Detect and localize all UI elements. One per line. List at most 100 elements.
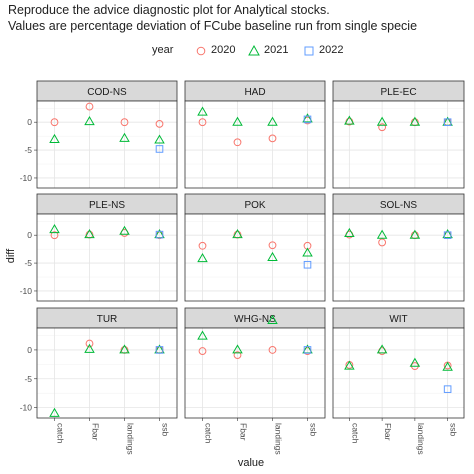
point-sol-ns-2021 bbox=[376, 229, 388, 239]
point-wit-2022 bbox=[443, 385, 452, 393]
point-cod-ns-2021 bbox=[49, 133, 60, 143]
facet-strip-label: COD-NS bbox=[87, 87, 127, 98]
point-had-2022 bbox=[303, 115, 312, 124]
legend-label: 2022 bbox=[319, 44, 344, 56]
point-pok-2021 bbox=[232, 229, 243, 239]
y-tick-label: 0 bbox=[27, 117, 32, 127]
point-ple-ns-2021 bbox=[84, 229, 95, 239]
point-sol-ns-2022 bbox=[443, 231, 452, 239]
point-whg-ns-2021 bbox=[232, 344, 243, 354]
x-tick-label: catch bbox=[56, 423, 66, 444]
panel-background bbox=[37, 101, 177, 188]
legend-key-circle bbox=[196, 46, 206, 56]
panel-border bbox=[36, 327, 178, 419]
point-wit-2021 bbox=[409, 357, 421, 367]
legend-key-square bbox=[304, 46, 314, 56]
facet-strip-label: TUR bbox=[97, 314, 118, 325]
point-had-2020 bbox=[233, 138, 242, 147]
facet-strip-label: PLE-NS bbox=[89, 200, 125, 211]
panel-background bbox=[185, 101, 325, 188]
plot-title-line-1: Reproduce the advice diagnostic plot for… bbox=[8, 3, 330, 17]
panel-background bbox=[333, 214, 464, 301]
point-tur-2020 bbox=[85, 339, 94, 348]
y-tick-label: -5 bbox=[24, 258, 32, 268]
x-tick-label: catch bbox=[350, 423, 360, 444]
y-tick-label: -5 bbox=[24, 374, 32, 384]
point-tur-2022 bbox=[155, 346, 164, 354]
point-ple-ns-2022 bbox=[155, 230, 164, 239]
point-had-2020 bbox=[198, 118, 207, 127]
panel-border bbox=[332, 213, 465, 302]
legend-title: year bbox=[152, 44, 174, 56]
point-ple-ns-2021 bbox=[49, 224, 60, 234]
point-pok-2020 bbox=[198, 241, 207, 250]
panel-border bbox=[184, 100, 326, 189]
point-sol-ns-2021 bbox=[344, 227, 355, 238]
panel-background bbox=[37, 328, 177, 418]
point-whg-ns-2022 bbox=[303, 346, 312, 354]
legend-label: 2021 bbox=[264, 44, 289, 56]
facet-strip-label: WIT bbox=[389, 314, 407, 325]
panel-border bbox=[184, 327, 326, 419]
point-ple-ns-2020 bbox=[50, 231, 59, 240]
point-ple-ec-2022 bbox=[443, 118, 452, 126]
y-tick-label: -5 bbox=[24, 145, 32, 155]
point-wit-2021 bbox=[344, 360, 355, 370]
panel-background bbox=[185, 214, 325, 301]
point-cod-ns-2020 bbox=[155, 119, 164, 128]
legend-key-triangle bbox=[248, 45, 260, 56]
x-tick-label: ssb bbox=[309, 423, 319, 437]
panel-background bbox=[333, 328, 464, 418]
panel-border bbox=[36, 100, 178, 189]
y-axis-title: diff bbox=[5, 248, 17, 263]
y-tick-label: -10 bbox=[20, 173, 33, 183]
point-whg-ns-2020 bbox=[268, 346, 277, 354]
point-whg-ns-2020 bbox=[198, 347, 207, 355]
panel-border bbox=[332, 327, 465, 419]
point-had-2021 bbox=[302, 113, 313, 123]
point-whg-ns-2021 bbox=[197, 330, 208, 340]
panel-border bbox=[332, 100, 465, 189]
facet-strip-label: PLE-EC bbox=[380, 87, 416, 98]
y-tick-label: 0 bbox=[27, 230, 32, 240]
point-pok-2021 bbox=[267, 251, 278, 261]
point-cod-ns-2021 bbox=[84, 116, 95, 126]
point-tur-2021 bbox=[49, 407, 60, 417]
x-tick-label: landings bbox=[416, 423, 426, 455]
point-had-2021 bbox=[232, 116, 243, 126]
point-cod-ns-2021 bbox=[154, 134, 165, 144]
point-cod-ns-2020 bbox=[85, 102, 94, 111]
x-axis-title: value bbox=[238, 457, 264, 469]
point-ple-ec-2021 bbox=[344, 115, 355, 125]
point-cod-ns-2020 bbox=[120, 118, 129, 127]
point-whg-ns-2020 bbox=[233, 351, 242, 360]
point-had-2021 bbox=[197, 106, 208, 116]
point-had-2021 bbox=[267, 116, 278, 126]
facet-strip-label: HAD bbox=[244, 87, 265, 98]
point-sol-ns-2021 bbox=[442, 229, 453, 239]
point-wit-2021 bbox=[442, 361, 453, 371]
point-ple-ec-2021 bbox=[409, 116, 421, 126]
plot-title-line-2: Values are percentage deviation of FCube… bbox=[8, 19, 418, 33]
x-tick-label: landings bbox=[126, 423, 136, 455]
point-pok-2020 bbox=[268, 241, 277, 250]
x-tick-label: ssb bbox=[449, 423, 459, 437]
panel-border bbox=[184, 213, 326, 302]
x-tick-label: Fbar bbox=[383, 423, 393, 441]
facet-strip-label: POK bbox=[244, 200, 265, 211]
point-pok-2021 bbox=[197, 253, 208, 263]
y-tick-label: -10 bbox=[20, 403, 33, 413]
point-wit-2021 bbox=[376, 344, 388, 354]
legend-label: 2020 bbox=[211, 44, 236, 56]
x-tick-label: Fbar bbox=[91, 423, 101, 441]
point-had-2020 bbox=[268, 134, 277, 143]
panel-border bbox=[36, 213, 178, 302]
point-sol-ns-2021 bbox=[409, 229, 421, 239]
facet-strip-label: WHG-NS bbox=[234, 314, 276, 325]
point-whg-ns-2021 bbox=[267, 314, 278, 324]
point-cod-ns-2022 bbox=[155, 145, 164, 153]
point-pok-2021 bbox=[302, 247, 313, 257]
point-tur-2021 bbox=[84, 343, 95, 353]
